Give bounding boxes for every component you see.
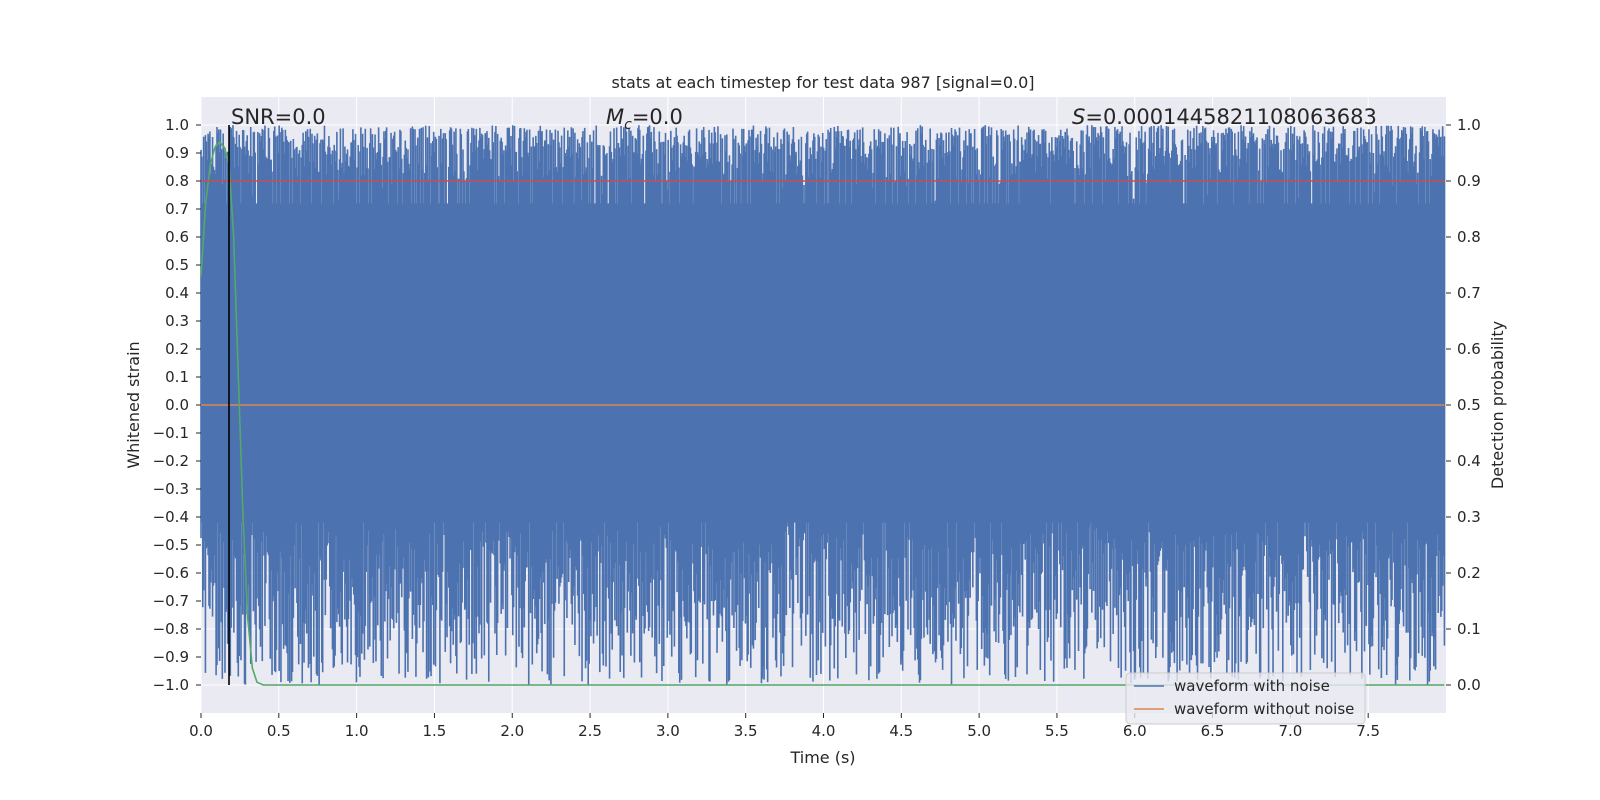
s-value: =0.0001445821108063683 [1085,105,1377,129]
legend-label-noise: waveform with noise [1174,677,1330,695]
snr-annotation: SNR=0.0 [231,105,326,129]
y-tick-label-0: −1.0 [153,676,189,694]
noise-waveform-path [200,125,1446,685]
y-tick-label-7: −0.3 [153,480,189,498]
legend-box [1125,672,1366,725]
y-tick-label-3: −0.7 [153,592,189,610]
chirp-mass-subscript: c [624,117,632,133]
chirp-mass-annotation: Mc=0.0 [606,105,683,133]
y2-tick-label-5: 0.5 [1457,396,1481,414]
y2-tick-label-7: 0.7 [1457,284,1481,302]
x-tick-label-4: 2.0 [500,722,524,740]
waveform-with-noise-series [200,125,1446,685]
y-tick-label-16: 0.6 [165,228,189,246]
y-tick-label-2: −0.8 [153,620,189,638]
y-tick-label-14: 0.4 [165,284,189,302]
y-tick-label-8: −0.2 [153,452,189,470]
x-tick-label-5: 2.5 [578,722,602,740]
y-tick-label-20: 1.0 [165,116,189,134]
y2-tick-label-1: 0.1 [1457,620,1481,638]
y2-tick-label-3: 0.3 [1457,508,1481,526]
legend: waveform with noise waveform without noi… [1125,672,1366,725]
x-tick-label-15: 7.5 [1356,722,1380,740]
x-tick-label-11: 5.5 [1045,722,1069,740]
legend-label-clean: waveform without noise [1174,700,1354,718]
y-tick-label-4: −0.6 [153,564,189,582]
x-axis-label: Time (s) [789,748,855,767]
x-tick-label-12: 6.0 [1123,722,1147,740]
x-tick-label-10: 5.0 [967,722,991,740]
y2-axis-ticks: 0.0 0.1 0.2 0.3 0.4 0.5 0.6 0.7 0.8 0.9 1.0 [1446,116,1481,694]
lines-layer [200,125,1445,686]
chirp-mass-symbol: M [606,105,624,129]
y2-tick-label-8: 0.8 [1457,228,1481,246]
y-tick-label-15: 0.5 [165,256,189,274]
x-tick-label-0: 0.0 [189,722,213,740]
x-tick-label-7: 3.5 [734,722,758,740]
x-tick-label-1: 0.5 [267,722,291,740]
y2-tick-label-2: 0.2 [1457,564,1481,582]
x-tick-label-9: 4.5 [889,722,913,740]
s-annotation: S=0.0001445821108063683 [1072,105,1377,129]
y2-tick-label-9: 0.9 [1457,172,1481,190]
y-tick-label-17: 0.7 [165,200,189,218]
x-tick-label-14: 7.0 [1278,722,1302,740]
y-axis-label: Whitened strain [124,341,143,468]
y-tick-label-11: 0.1 [165,368,189,386]
y-tick-label-6: −0.4 [153,508,189,526]
y2-tick-label-0: 0.0 [1457,676,1481,694]
y-tick-label-10: 0.0 [165,396,189,414]
y-tick-label-9: −0.1 [153,424,189,442]
x-tick-label-13: 6.5 [1201,722,1225,740]
s-symbol: S [1072,105,1085,129]
y2-tick-label-4: 0.4 [1457,452,1481,470]
x-tick-label-8: 4.0 [812,722,836,740]
y-tick-label-19: 0.9 [165,144,189,162]
y-tick-label-12: 0.2 [165,340,189,358]
y-tick-label-18: 0.8 [165,172,189,190]
y2-tick-label-10: 1.0 [1457,116,1481,134]
y-tick-label-13: 0.3 [165,312,189,330]
y2-axis-label: Detection probability [1488,321,1507,489]
y2-tick-label-6: 0.6 [1457,340,1481,358]
x-tick-label-6: 3.0 [656,722,680,740]
chart-title: stats at each timestep for test data 987… [611,73,1034,92]
x-tick-label-2: 1.0 [345,722,369,740]
y-axis-ticks: −1.0 −0.9 −0.8 −0.7 −0.6 −0.5 −0.4 −0.3 −0.2 −0.1… [153,116,201,694]
x-tick-label-3: 1.5 [423,722,447,740]
y-tick-label-5: −0.5 [153,536,189,554]
detection-probability-line [200,140,1445,686]
y-tick-label-1: −0.9 [153,648,189,666]
chirp-mass-value: =0.0 [632,105,683,129]
x-axis-ticks: 0.0 0.5 1.0 1.5 2.0 2.5 3.0 3.5 4.0 4.5 5.0 5.5 6.0 6… [189,713,1380,740]
